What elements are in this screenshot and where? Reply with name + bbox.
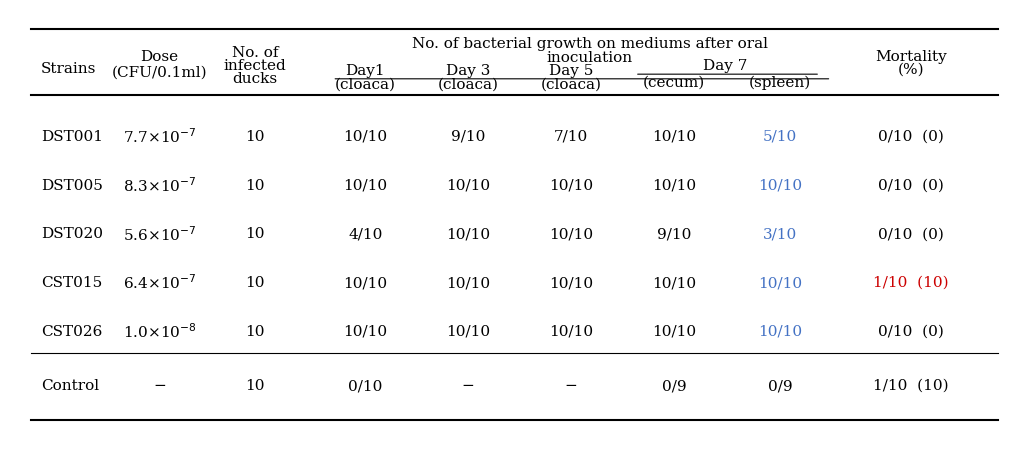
Text: 10: 10 — [246, 227, 264, 241]
Text: Day 7: Day 7 — [703, 59, 748, 73]
Text: 10/10: 10/10 — [344, 275, 387, 289]
Text: 10/10: 10/10 — [344, 178, 387, 192]
Text: 0/10: 0/10 — [348, 378, 383, 392]
Text: 10: 10 — [246, 275, 264, 289]
Text: 7.7×10$^{-7}$: 7.7×10$^{-7}$ — [122, 127, 197, 146]
Text: 10/10: 10/10 — [549, 178, 593, 192]
Text: DST005: DST005 — [41, 178, 103, 192]
Text: 0/10  (0): 0/10 (0) — [878, 178, 944, 192]
Text: 9/10: 9/10 — [451, 130, 486, 144]
Text: (%): (%) — [897, 63, 924, 77]
Text: 1/10  (10): 1/10 (10) — [873, 378, 949, 392]
Text: No. of: No. of — [232, 46, 279, 60]
Text: DST020: DST020 — [41, 227, 103, 241]
Text: 10/10: 10/10 — [652, 178, 696, 192]
Text: 10: 10 — [246, 130, 264, 144]
Text: −: − — [565, 378, 577, 392]
Text: inoculation: inoculation — [546, 51, 633, 65]
Text: Dose: Dose — [140, 50, 179, 64]
Text: 0/9: 0/9 — [662, 378, 686, 392]
Text: 8.3×10$^{-7}$: 8.3×10$^{-7}$ — [122, 176, 197, 194]
Text: 5/10: 5/10 — [762, 130, 797, 144]
Text: 10: 10 — [246, 378, 264, 392]
Text: ducks: ducks — [233, 72, 278, 86]
Text: 10/10: 10/10 — [344, 130, 387, 144]
Text: 10/10: 10/10 — [549, 324, 593, 338]
Text: 6.4×10$^{-7}$: 6.4×10$^{-7}$ — [122, 273, 197, 292]
Text: CST015: CST015 — [41, 275, 103, 289]
Text: CST026: CST026 — [41, 324, 103, 338]
Text: 1.0×10$^{-8}$: 1.0×10$^{-8}$ — [122, 322, 197, 340]
Text: 0/10  (0): 0/10 (0) — [878, 130, 944, 144]
Text: 5.6×10$^{-7}$: 5.6×10$^{-7}$ — [122, 225, 197, 243]
Text: 10: 10 — [246, 324, 264, 338]
Text: 10/10: 10/10 — [758, 178, 802, 192]
Text: (CFU/0.1ml): (CFU/0.1ml) — [112, 66, 207, 80]
Text: 0/10  (0): 0/10 (0) — [878, 324, 944, 338]
Text: Day1: Day1 — [346, 63, 385, 77]
Text: 10/10: 10/10 — [344, 324, 387, 338]
Text: 10/10: 10/10 — [549, 275, 593, 289]
Text: (cloaca): (cloaca) — [540, 77, 602, 91]
Text: 10/10: 10/10 — [652, 275, 696, 289]
Text: 7/10: 7/10 — [554, 130, 589, 144]
Text: Day 3: Day 3 — [446, 63, 491, 77]
Text: (cloaca): (cloaca) — [334, 77, 396, 91]
Text: infected: infected — [224, 59, 286, 73]
Text: 0/10  (0): 0/10 (0) — [878, 227, 944, 241]
Text: 4/10: 4/10 — [348, 227, 383, 241]
Text: 10/10: 10/10 — [447, 178, 490, 192]
Text: −: − — [153, 378, 166, 392]
Text: 10/10: 10/10 — [447, 324, 490, 338]
Text: 10/10: 10/10 — [447, 227, 490, 241]
Text: No. of bacterial growth on mediums after oral: No. of bacterial growth on mediums after… — [412, 37, 768, 51]
Text: 1/10  (10): 1/10 (10) — [873, 275, 949, 289]
Text: Mortality: Mortality — [875, 50, 947, 63]
Text: DST001: DST001 — [41, 130, 103, 144]
Text: Strains: Strains — [41, 62, 97, 76]
Text: 10/10: 10/10 — [447, 275, 490, 289]
Text: −: − — [462, 378, 474, 392]
Text: 10/10: 10/10 — [549, 227, 593, 241]
Text: 9/10: 9/10 — [657, 227, 691, 241]
Text: (cloaca): (cloaca) — [437, 77, 499, 91]
Text: 10/10: 10/10 — [652, 130, 696, 144]
Text: (spleen): (spleen) — [749, 75, 811, 90]
Text: 10/10: 10/10 — [758, 324, 802, 338]
Text: 10/10: 10/10 — [758, 275, 802, 289]
Text: 3/10: 3/10 — [762, 227, 797, 241]
Text: Day 5: Day 5 — [548, 63, 594, 77]
Text: 0/9: 0/9 — [768, 378, 792, 392]
Text: 10/10: 10/10 — [652, 324, 696, 338]
Text: (cecum): (cecum) — [643, 75, 705, 89]
Text: Control: Control — [41, 378, 99, 392]
Text: 10: 10 — [246, 178, 264, 192]
